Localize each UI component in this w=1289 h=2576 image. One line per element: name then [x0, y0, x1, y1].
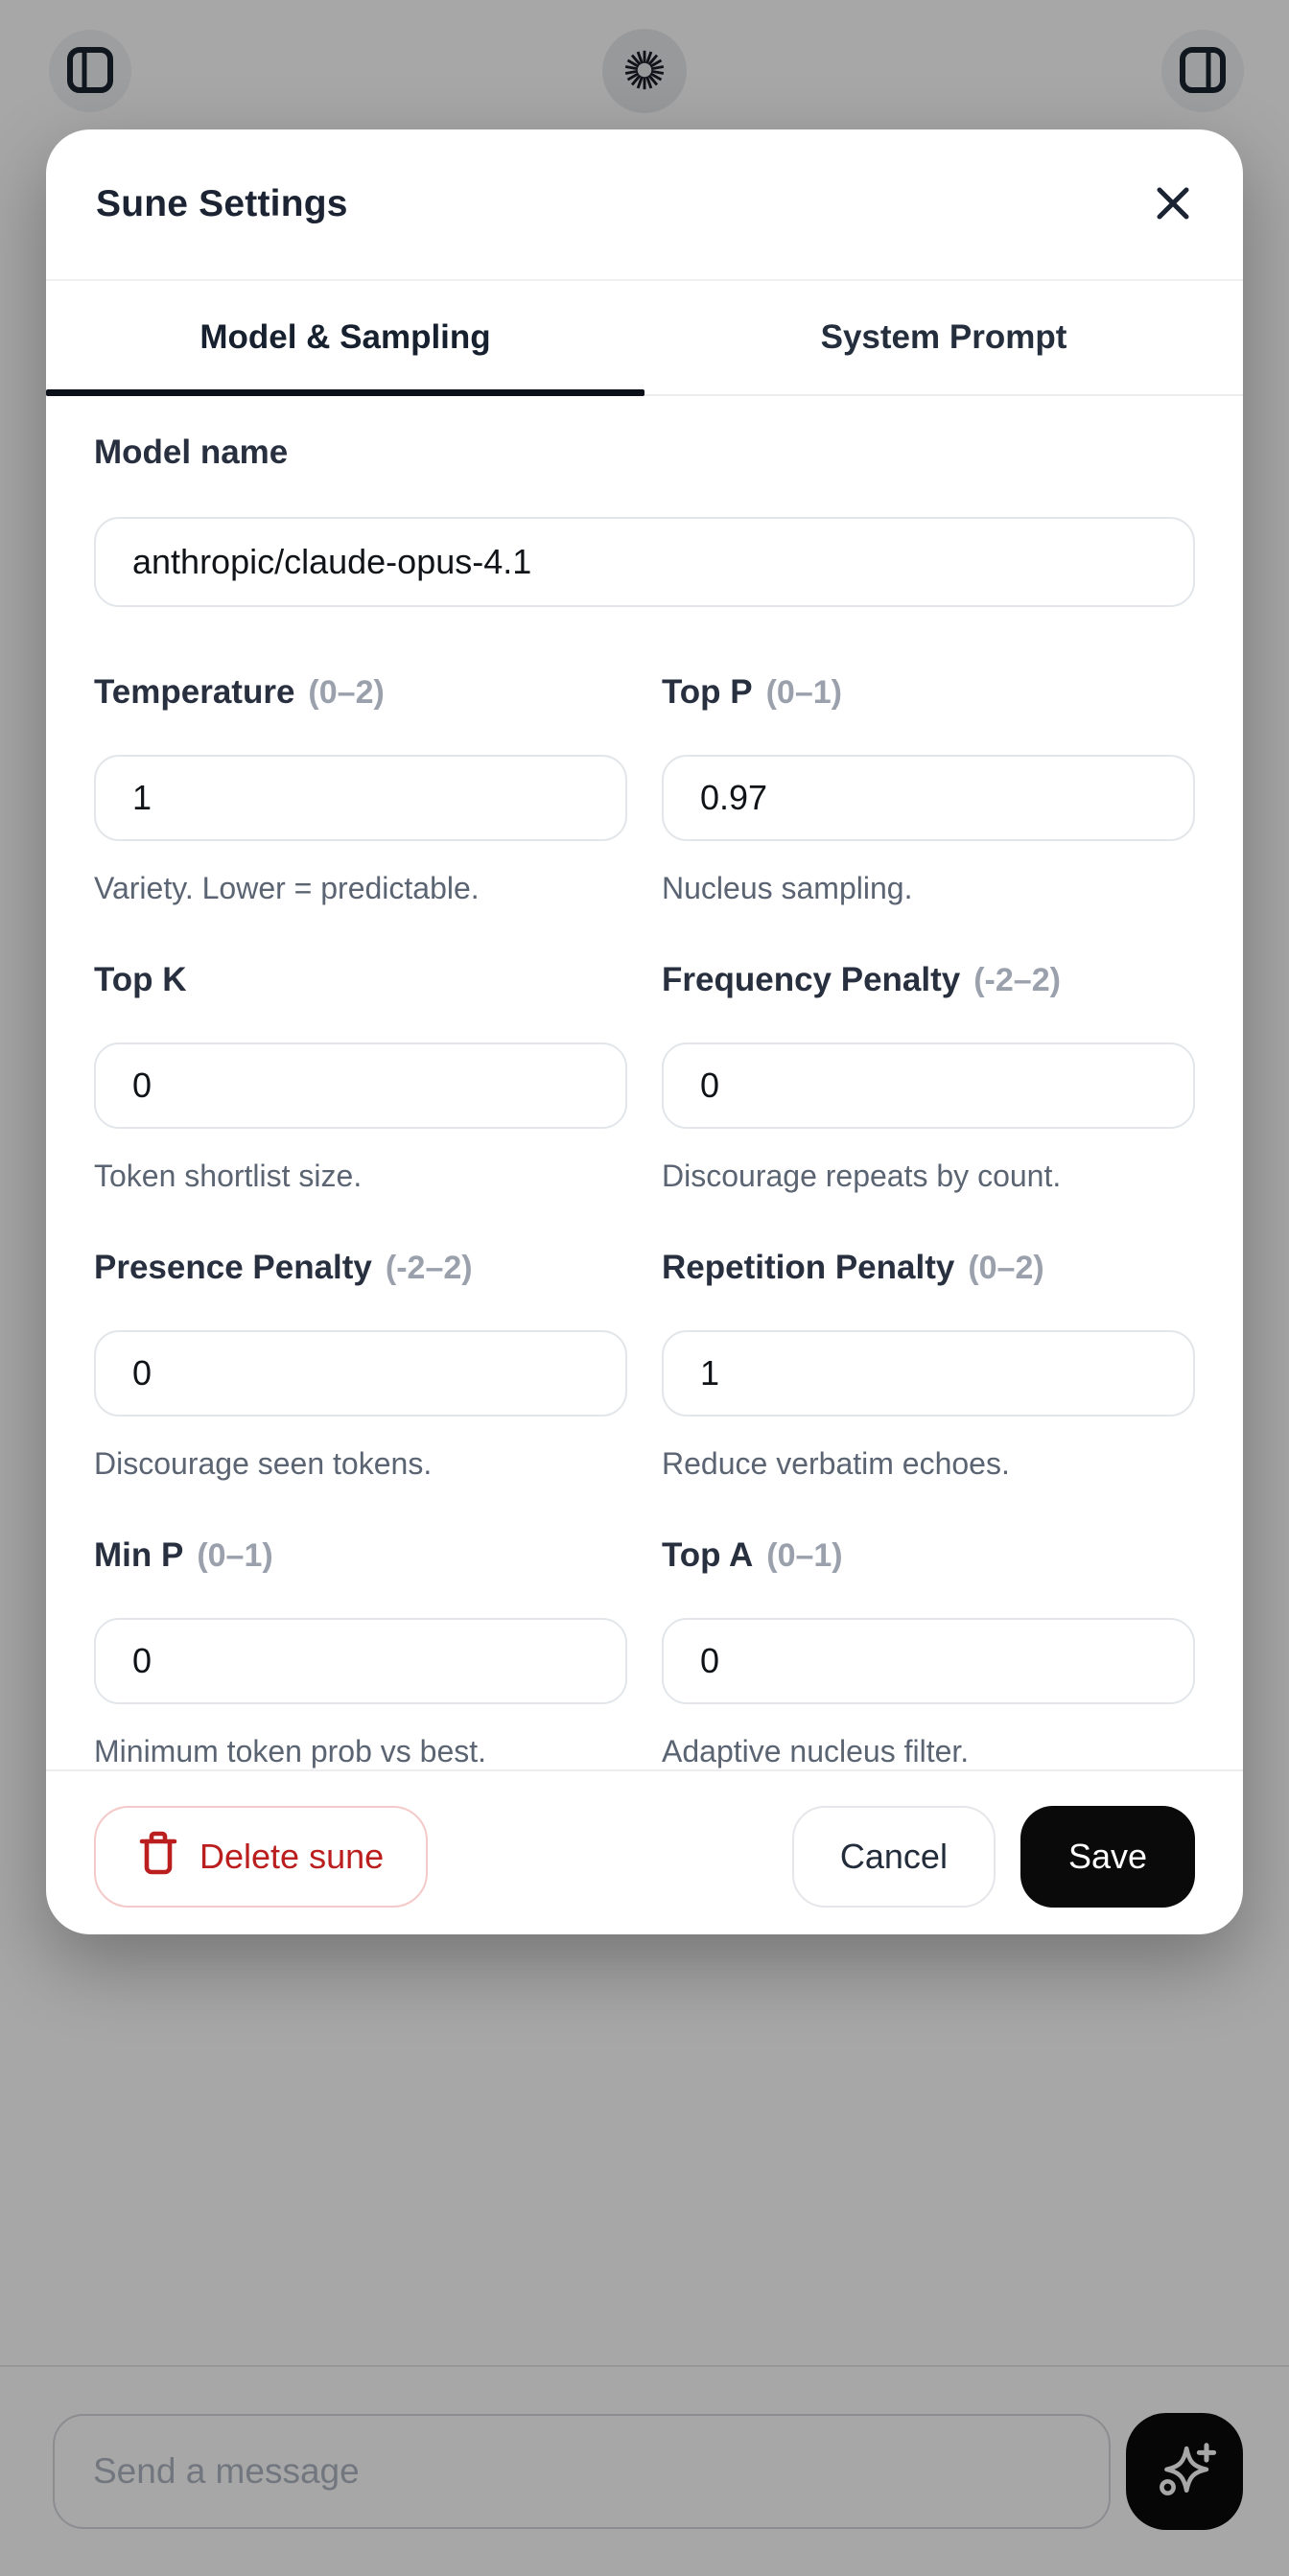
toggle-right-sidebar-button[interactable]: [1161, 30, 1244, 112]
temperature-label: Temperature (0–2): [94, 672, 627, 713]
temperature-field: Temperature (0–2) Variety. Lower = predi…: [94, 672, 627, 906]
sune-settings-dialog: Sune Settings Model & Sampling System Pr…: [46, 129, 1243, 1934]
min-p-label: Min P (0–1): [94, 1535, 627, 1576]
repetition-penalty-label: Repetition Penalty (0–2): [662, 1248, 1195, 1288]
frequency-penalty-field: Frequency Penalty (-2–2) Discourage repe…: [662, 960, 1195, 1194]
field-help-text: Nucleus sampling.: [662, 871, 913, 905]
field-range-text: (-2–2): [973, 962, 1061, 998]
field-label-text: Temperature: [94, 673, 295, 711]
tab-model-and-sampling[interactable]: Model & Sampling: [46, 281, 644, 396]
delete-sune-button[interactable]: Delete sune: [94, 1806, 429, 1908]
model-name-label: Model name: [94, 433, 1195, 473]
field-range-text: (0–1): [765, 674, 842, 711]
dialog-footer: Delete sune Cancel Save: [46, 1769, 1243, 1934]
model-name-field: Model name: [94, 433, 1195, 607]
top-a-label: Top A (0–1): [662, 1535, 1195, 1576]
top-a-field: Top A (0–1) Adaptive nucleus filter.: [662, 1535, 1195, 1769]
presence-penalty-field: Presence Penalty (-2–2) Discourage seen …: [94, 1248, 627, 1482]
repetition-penalty-input[interactable]: [662, 1330, 1195, 1417]
field-help-text: Discourage repeats by count.: [662, 1159, 1062, 1193]
top-k-input[interactable]: [94, 1042, 627, 1129]
starburst-icon: [615, 40, 674, 103]
panel-right-icon: [1173, 40, 1232, 103]
starburst-button[interactable]: [602, 29, 687, 113]
sparkle-icon: [1151, 2437, 1218, 2507]
sparkle-action-button[interactable]: [1126, 2413, 1243, 2530]
field-help-text: Minimum token prob vs best.: [94, 1734, 487, 1768]
min-p-input[interactable]: [94, 1618, 627, 1704]
presence-penalty-label: Presence Penalty (-2–2): [94, 1248, 627, 1288]
panel-left-icon: [60, 40, 120, 103]
sampling-params-grid: Temperature (0–2) Variety. Lower = predi…: [94, 672, 1195, 1769]
field-help-text: Reduce verbatim echoes.: [662, 1446, 1010, 1481]
repetition-penalty-field: Repetition Penalty (0–2) Reduce verbatim…: [662, 1248, 1195, 1482]
dialog-tabs: Model & Sampling System Prompt: [46, 281, 1243, 396]
field-label-text: Top K: [94, 961, 187, 998]
topbar: [0, 0, 1289, 144]
field-range-text: (0–2): [968, 1250, 1044, 1286]
field-help-text: Token shortlist size.: [94, 1159, 363, 1193]
delete-sune-label: Delete sune: [199, 1837, 385, 1876]
field-range-text: (-2–2): [385, 1250, 473, 1286]
field-range-text: (0–2): [308, 674, 385, 711]
message-input[interactable]: [53, 2414, 1111, 2529]
field-range-text: (0–1): [197, 1537, 273, 1574]
field-help-text: Discourage seen tokens.: [94, 1446, 433, 1481]
close-icon: [1152, 182, 1194, 227]
field-label-text: Repetition Penalty: [662, 1249, 955, 1286]
cancel-button[interactable]: Cancel: [791, 1806, 996, 1908]
frequency-penalty-input[interactable]: [662, 1042, 1195, 1129]
close-button[interactable]: [1139, 171, 1207, 238]
message-composer: [0, 2367, 1289, 2576]
dialog-header: Sune Settings: [46, 129, 1243, 281]
field-label-text: Frequency Penalty: [662, 961, 961, 998]
min-p-field: Min P (0–1) Minimum token prob vs best.: [94, 1535, 627, 1769]
field-label-text: Model name: [94, 433, 289, 471]
toggle-left-sidebar-button[interactable]: [49, 30, 131, 112]
field-label-text: Top A: [662, 1536, 754, 1574]
temperature-input[interactable]: [94, 755, 627, 841]
field-label-text: Presence Penalty: [94, 1249, 372, 1286]
field-help-text: Variety. Lower = predictable.: [94, 871, 480, 905]
trash-icon: [138, 1831, 178, 1884]
top-k-field: Top K Token shortlist size.: [94, 960, 627, 1194]
footer-actions: Cancel Save: [791, 1806, 1195, 1908]
save-button[interactable]: Save: [1019, 1806, 1195, 1908]
top-p-input[interactable]: [662, 755, 1195, 841]
composer-divider: [0, 2365, 1289, 2367]
field-range-text: (0–1): [766, 1537, 843, 1574]
dialog-body: Model name Temperature (0–2) Variety. Lo…: [46, 396, 1243, 1769]
presence-penalty-input[interactable]: [94, 1330, 627, 1417]
top-p-field: Top P (0–1) Nucleus sampling.: [662, 672, 1195, 906]
tab-system-prompt[interactable]: System Prompt: [644, 281, 1243, 394]
top-a-input[interactable]: [662, 1618, 1195, 1704]
model-name-input[interactable]: [94, 517, 1195, 607]
field-help-text: Adaptive nucleus filter.: [662, 1734, 970, 1768]
top-k-label: Top K: [94, 960, 627, 1000]
top-p-label: Top P (0–1): [662, 672, 1195, 713]
field-label-text: Min P: [94, 1536, 184, 1574]
field-label-text: Top P: [662, 673, 753, 711]
dialog-title: Sune Settings: [96, 183, 348, 224]
frequency-penalty-label: Frequency Penalty (-2–2): [662, 960, 1195, 1000]
